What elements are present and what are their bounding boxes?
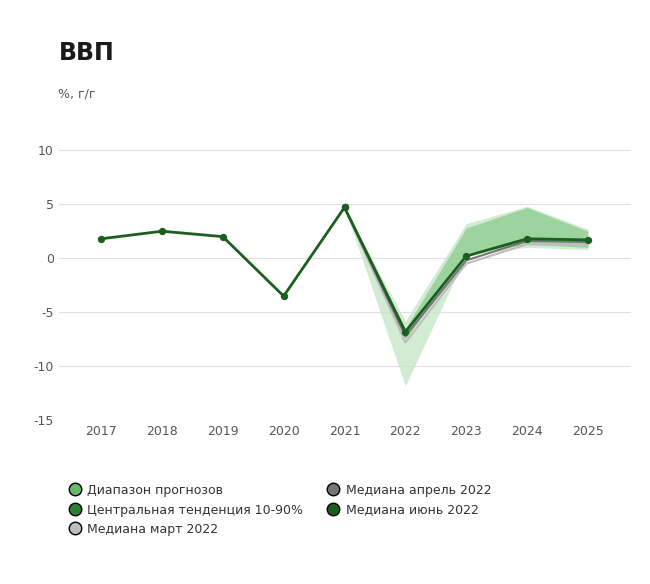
Text: %, г/г: %, г/г — [58, 88, 96, 100]
Point — [278, 291, 289, 301]
Point — [218, 232, 228, 241]
Point — [339, 203, 350, 212]
Point — [96, 234, 107, 244]
Point — [339, 203, 350, 212]
Point — [582, 235, 593, 245]
Point — [400, 327, 411, 336]
Legend: Диапазон прогнозов, Центральная тенденция 10-90%, Медиана март 2022, Медиана апр: Диапазон прогнозов, Центральная тенденци… — [65, 479, 497, 541]
Point — [157, 227, 167, 236]
Point — [461, 252, 471, 261]
Point — [522, 234, 532, 244]
Text: ВВП: ВВП — [58, 41, 114, 65]
